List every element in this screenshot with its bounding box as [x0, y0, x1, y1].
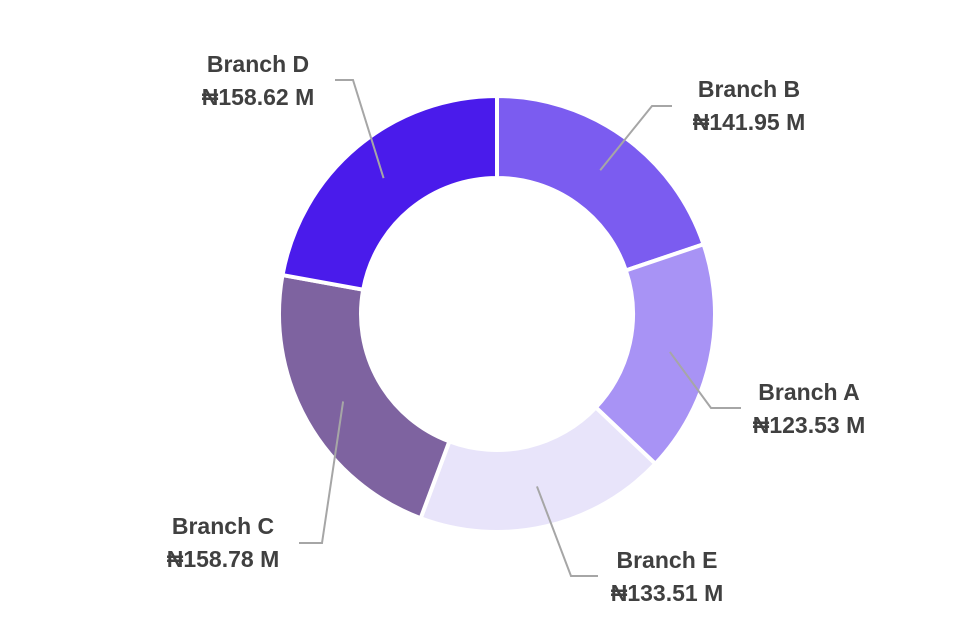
slice-value-branch-b: ₦141.95 M	[693, 109, 806, 135]
slice-value-branch-e: ₦133.51 M	[611, 580, 724, 606]
slice-branch-c[interactable]	[277, 272, 452, 521]
slice-label-branch-b: Branch B	[698, 76, 800, 102]
slice-branch-d[interactable]	[280, 93, 499, 293]
slice-label-branch-a: Branch A	[758, 379, 859, 405]
leader-line-branch-d	[335, 79, 385, 179]
slice-labels: Branch B ₦141.95 M Branch A ₦123.53 M Branch…	[167, 51, 866, 606]
slice-value-branch-c: ₦158.78 M	[167, 546, 280, 572]
slice-value-branch-a: ₦123.53 M	[753, 412, 866, 438]
leader-line-branch-a	[669, 351, 741, 409]
slice-label-branch-e: Branch E	[617, 547, 718, 573]
leader-line-branch-b	[599, 105, 672, 171]
leader-line-branch-c	[299, 401, 345, 544]
leader-line-branch-e	[536, 486, 598, 577]
slice-value-branch-d: ₦158.62 M	[202, 84, 315, 110]
slice-label-branch-c: Branch C	[172, 513, 274, 539]
leader-lines	[299, 79, 741, 577]
slice-branch-b[interactable]	[495, 93, 707, 274]
slice-label-branch-d: Branch D	[207, 51, 309, 77]
donut-slices	[277, 93, 717, 534]
